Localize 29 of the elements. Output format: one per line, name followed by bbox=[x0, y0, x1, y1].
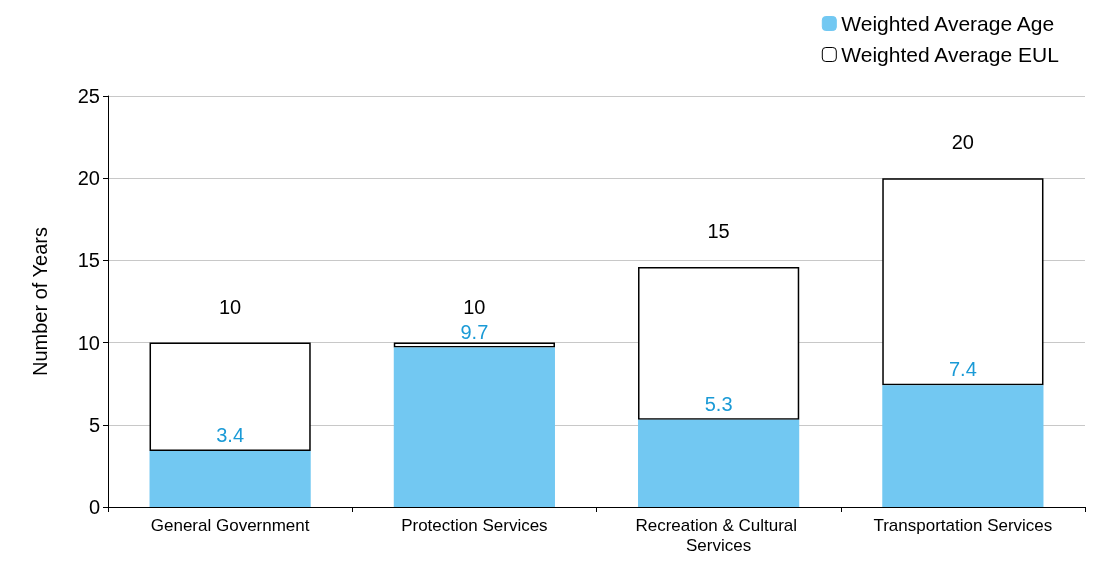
bar bbox=[149, 342, 311, 452]
legend-label: Weighted Average EUL bbox=[841, 43, 1059, 66]
x-tick-label: Recreation & Cultural Services bbox=[635, 515, 802, 555]
data-label: 5.3 bbox=[704, 392, 733, 415]
legend-label: Weighted Average Age bbox=[841, 12, 1055, 35]
data-label: 9.7 bbox=[460, 320, 489, 343]
data-label: 7.4 bbox=[948, 358, 977, 381]
x-tick-label: General Government bbox=[150, 515, 310, 535]
bar bbox=[882, 385, 1044, 507]
y-tick-label: 0 bbox=[88, 496, 100, 518]
x-tick-label: Transportation Services bbox=[873, 515, 1053, 535]
bar bbox=[393, 342, 555, 348]
total-label: 10 bbox=[219, 295, 242, 318]
y-tick-label: 20 bbox=[77, 167, 100, 190]
total-label: 20 bbox=[951, 131, 974, 154]
bar bbox=[638, 266, 800, 420]
x-tick-label: Protection Services bbox=[401, 515, 548, 535]
y-tick-label: 10 bbox=[77, 331, 100, 354]
bar bbox=[149, 451, 311, 507]
total-label: 15 bbox=[707, 219, 730, 242]
y-tick-label: 15 bbox=[77, 249, 100, 272]
data-label: 3.4 bbox=[216, 424, 245, 447]
total-label: 10 bbox=[463, 295, 486, 318]
y-axis-title: Number of Years bbox=[29, 227, 51, 376]
bar bbox=[882, 178, 1044, 386]
bar bbox=[393, 347, 555, 507]
bar bbox=[638, 419, 800, 507]
y-tick-label: 25 bbox=[77, 85, 100, 107]
y-tick-label: 5 bbox=[88, 413, 100, 436]
